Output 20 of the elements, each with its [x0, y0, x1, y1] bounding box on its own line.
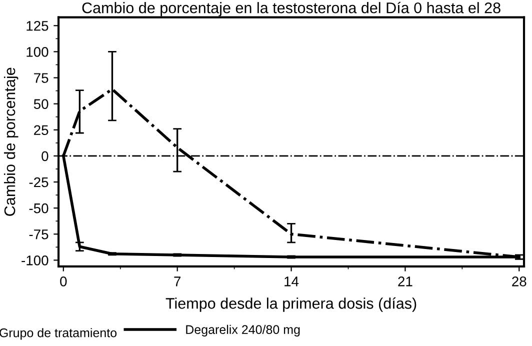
y-axis-title: Cambio de porcentaje: [4, 68, 18, 216]
legend-label: Degarelix 240/80 mg: [186, 324, 300, 336]
x-tick-label: 14: [284, 276, 299, 286]
y-tick-label: 50: [34, 99, 48, 109]
y-tick-label: 100: [26, 47, 48, 57]
y-tick-label: 75: [34, 73, 48, 83]
x-axis-title: Tiempo desde la primera dosis (días): [166, 297, 416, 312]
y-tick-label: -75: [29, 230, 48, 240]
y-tick-label: -100: [22, 256, 48, 266]
x-tick-label: 28: [512, 276, 526, 286]
chart-title: Cambio de porcentaje en la testosterona del Día 0 hasta el 28: [82, 2, 500, 16]
x-tick-label: 7: [174, 276, 180, 286]
y-tick-label: 0: [42, 151, 48, 162]
x-tick-label: 0: [60, 276, 67, 286]
y-tick-label: 125: [26, 20, 48, 31]
y-tick-label: 25: [34, 125, 48, 136]
legend-title: Grupo de tratamiento: [0, 328, 117, 340]
x-tick-label: 21: [398, 276, 412, 286]
y-tick-label: -25: [29, 177, 48, 188]
y-tick-label: -50: [29, 203, 48, 214]
